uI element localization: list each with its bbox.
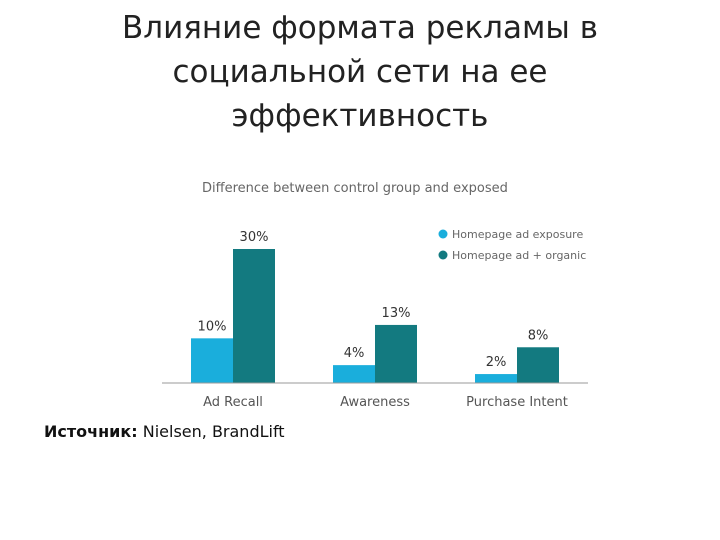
bars-group bbox=[191, 249, 559, 383]
bar-awareness-series-2 bbox=[375, 324, 417, 383]
value-label: 2% bbox=[486, 355, 507, 370]
value-label: 13% bbox=[382, 306, 411, 321]
bar-purchase-intent-series-2 bbox=[517, 347, 559, 383]
source-value: Nielsen, BrandLift bbox=[137, 422, 285, 441]
legend: Homepage ad exposure Homepage ad + organi… bbox=[438, 228, 586, 262]
value-label: 8% bbox=[528, 328, 549, 343]
source-label: Источник: bbox=[44, 422, 138, 441]
legend-label-2: Homepage ad + organic bbox=[452, 249, 586, 262]
bar-awareness-series-1 bbox=[333, 365, 375, 383]
category-label: Purchase Intent bbox=[466, 395, 568, 410]
bar-ad-recall-series-2 bbox=[233, 249, 275, 383]
bar-purchase-intent-series-1 bbox=[475, 374, 517, 383]
chart-title: Difference between control group and exp… bbox=[202, 181, 508, 196]
category-label: Ad Recall bbox=[203, 395, 263, 410]
value-label: 10% bbox=[198, 319, 227, 334]
category-labels-group: Ad Recall Awareness Purchase Intent bbox=[203, 395, 568, 410]
legend-label-1: Homepage ad exposure bbox=[452, 228, 583, 241]
legend-swatch-2 bbox=[438, 250, 448, 260]
bar-ad-recall-series-1 bbox=[191, 338, 233, 383]
source-note: Источник: Nielsen, BrandLift bbox=[44, 422, 285, 441]
value-label: 30% bbox=[240, 230, 269, 245]
value-label: 4% bbox=[344, 346, 365, 361]
legend-swatch-1 bbox=[438, 229, 448, 239]
value-labels-group: 10% 30% 4% 13% 2% 8% bbox=[198, 230, 549, 370]
slide-title: Влияние формата рекламы в социальной сет… bbox=[122, 10, 598, 134]
category-label: Awareness bbox=[340, 395, 410, 410]
